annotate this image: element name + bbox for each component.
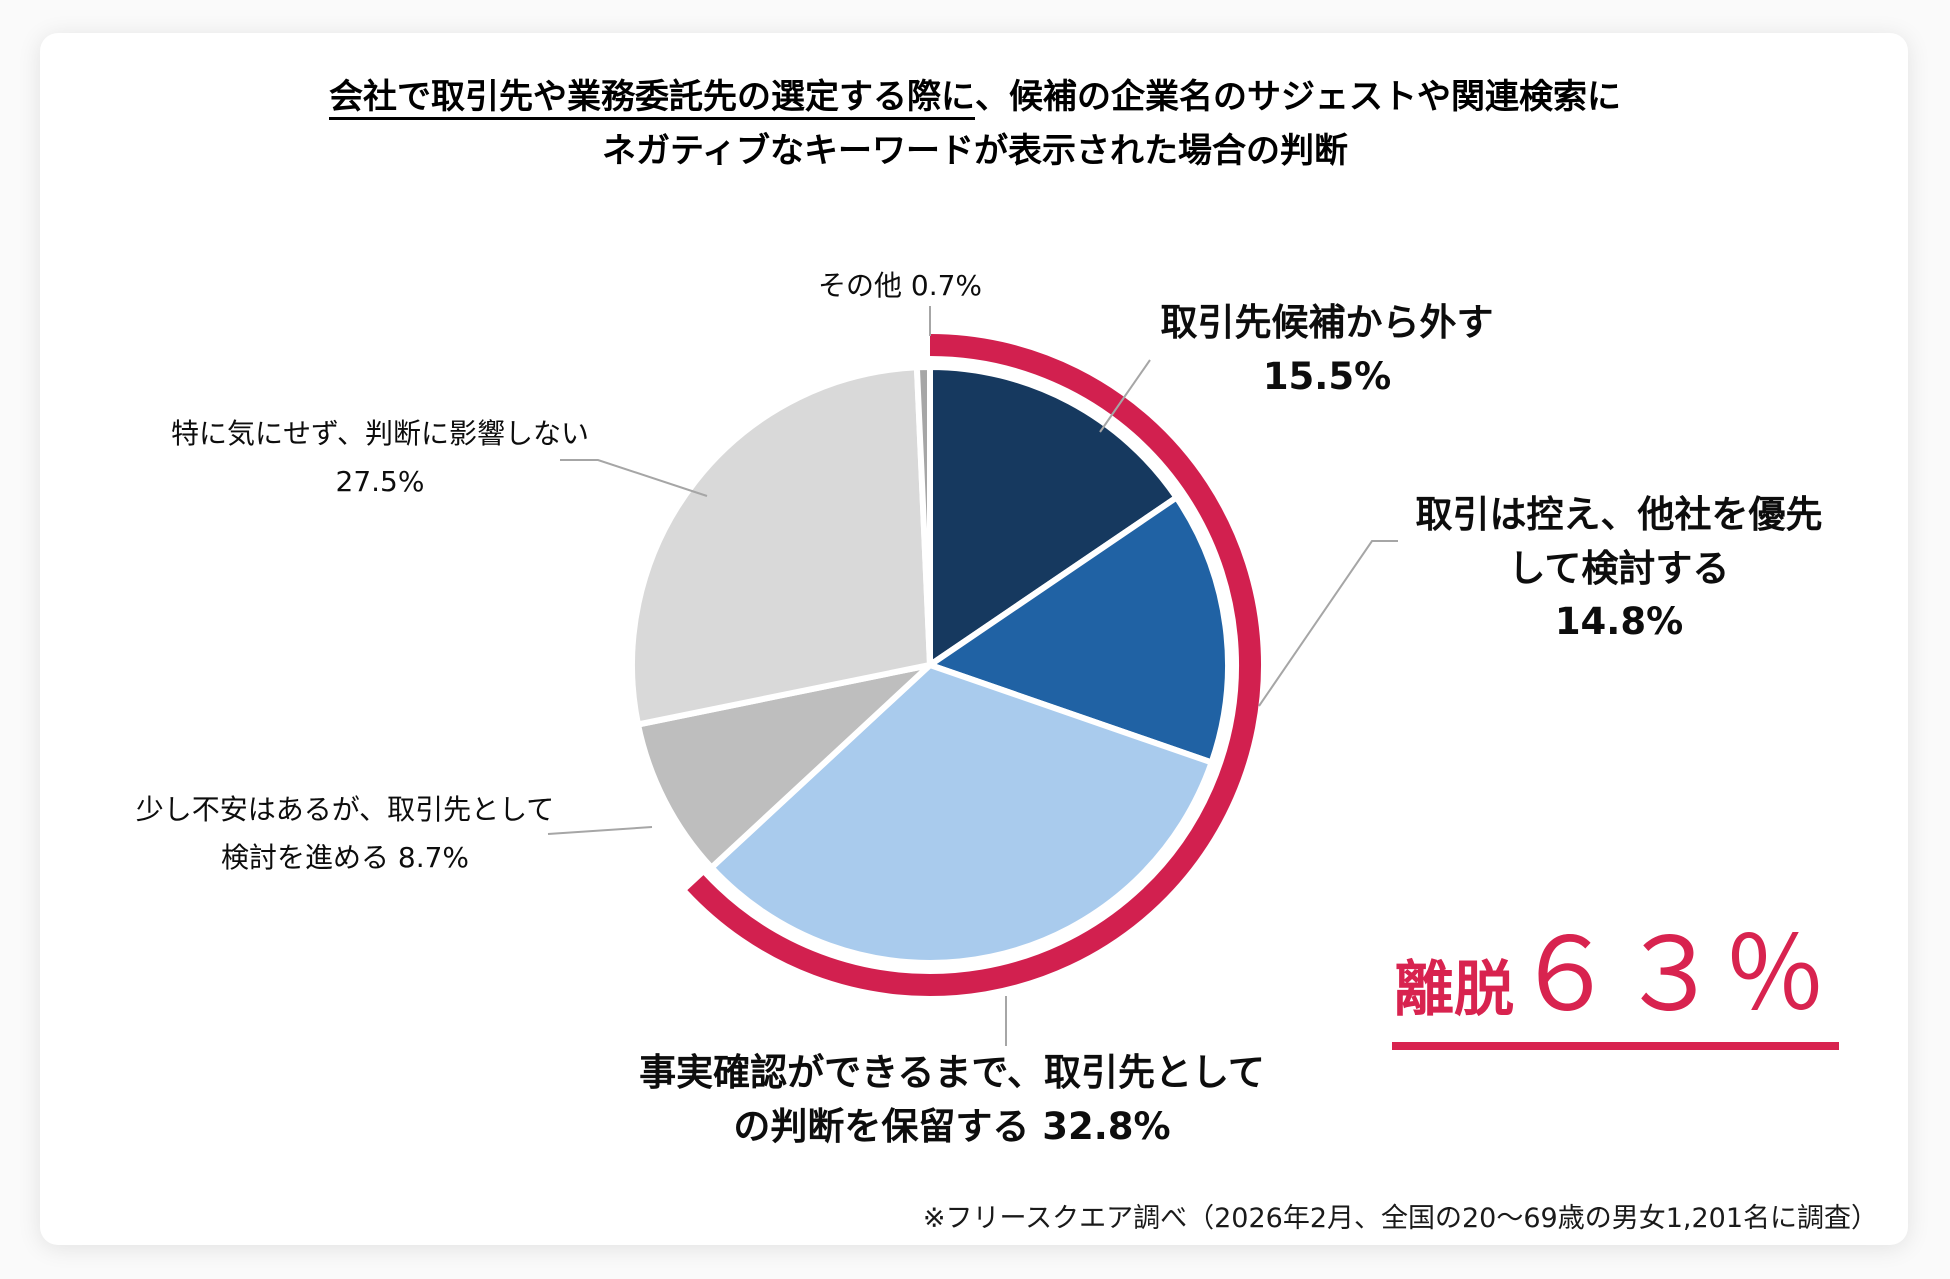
chart-title-line1: 会社で取引先や業務委託先の選定する際に、候補の企業名のサジェストや関連検索に <box>0 70 1950 124</box>
callout-hold-judgement-line2: の判断を保留する 32.8% <box>733 1104 1171 1148</box>
callout-proceed-with-worry-line1: 少し不安はあるが、取引先として <box>135 793 555 826</box>
callout-remove-candidate-value: 15.5% <box>1262 354 1392 398</box>
chart-title: 会社で取引先や業務委託先の選定する際に、候補の企業名のサジェストや関連検索に ネ… <box>0 70 1950 179</box>
callout-remove-candidate-line1: 取引先候補から外す <box>1160 301 1494 344</box>
callout-prefer-other-company-value: 14.8% <box>1554 600 1684 644</box>
chart-title-rest: 、候補の企業名のサジェストや関連検索に <box>975 77 1621 117</box>
chart-title-line2: ネガティブなキーワードが表示された場合の判断 <box>602 131 1348 172</box>
chart-title-emphasis: 会社で取引先や業務委託先の選定する際に <box>329 77 975 117</box>
takeaway-label: 離脱 <box>1394 955 1514 1025</box>
callout-proceed-with-worry: 少し不安はあるが、取引先として 検討を進める 8.7% <box>136 786 555 881</box>
callout-proceed-with-worry-line2: 検討を進める 8.7% <box>220 840 470 874</box>
callout-remove-candidate: 取引先候補から外す 15.5% <box>1161 296 1494 403</box>
takeaway-badge: 離脱６３％ <box>1392 893 1839 1050</box>
callout-hold-judgement-line1: 事実確認ができるまで、取引先として <box>639 1051 1265 1094</box>
takeaway-value: ６３％ <box>1514 916 1829 1035</box>
callout-no-influence-value: 27.5% <box>335 464 425 498</box>
survey-footnote: ※フリースクエア調べ（2026年2月、全国の20～69歳の男女1,201名に調査… <box>922 1203 1878 1234</box>
callout-hold-judgement: 事実確認ができるまで、取引先として の判断を保留する 32.8% <box>639 1046 1265 1153</box>
callout-prefer-other-company-line2: して検討する <box>1508 546 1730 590</box>
callout-prefer-other-company: 取引は控え、他社を優先 して検討する 14.8% <box>1416 488 1823 649</box>
callout-other-line1: その他 0.7% <box>817 269 983 302</box>
callout-prefer-other-company-line1: 取引は控え、他社を優先 <box>1415 493 1823 536</box>
callout-no-influence-line1: 特に気にせず、判断に影響しない <box>170 417 590 450</box>
callout-other: その他 0.7% <box>818 262 982 310</box>
callout-no-influence: 特に気にせず、判断に影響しない 27.5% <box>171 410 589 505</box>
